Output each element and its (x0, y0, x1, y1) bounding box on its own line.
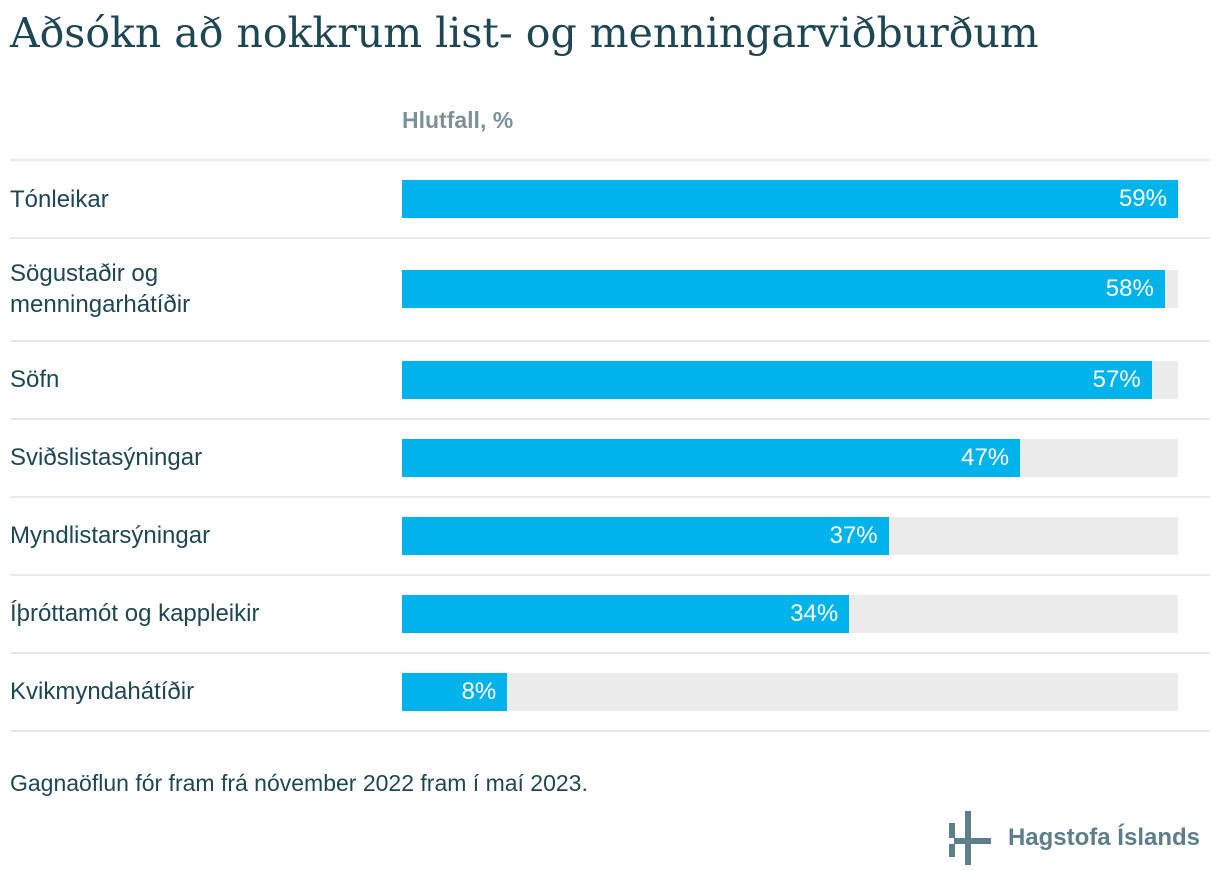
chart-row: Sviðslistasýningar 47% (10, 417, 1210, 496)
chart-row: Íþróttamót og kappleikir 34% (10, 573, 1210, 652)
chart-title: Aðsókn að nokkrum list- og menningarviðb… (10, 9, 1039, 57)
bar-value-label: 37% (829, 521, 878, 549)
bar-track: 47% (402, 438, 1178, 477)
chart-row: Söfn 57% (10, 339, 1210, 418)
bar-track: 8% (402, 672, 1178, 711)
bar[interactable]: 37% (402, 516, 889, 555)
bar-track: 34% (402, 594, 1178, 633)
category-label: Kvikmyndahátíðir (10, 677, 195, 705)
bar-value-label: 58% (1105, 275, 1154, 303)
logo: Hagstofa Íslands (10, 810, 1200, 865)
category-label: Sögustaðir og menningarhátíðir (10, 260, 191, 319)
hagstofa-logo-icon (948, 810, 991, 865)
chart-row: Myndlistarsýningar 37% (10, 495, 1210, 574)
bar[interactable]: 59% (402, 180, 1178, 219)
chart-row: Tónleikar 59% (10, 159, 1210, 237)
page: Aðsókn að nokkrum list- og menningarviðb… (10, 9, 1210, 865)
bar-value-label: 8% (461, 677, 497, 705)
bar-value-label: 57% (1092, 365, 1141, 393)
bar-value-label: 34% (790, 599, 839, 627)
category-label: Söfn (10, 365, 60, 393)
chart-row: Sögustaðir og menningarhátíðir 58% (10, 237, 1210, 339)
bar[interactable]: 57% (402, 360, 1152, 399)
category-label: Myndlistarsýningar (10, 521, 211, 549)
footnote: Gagnaöflun fór fram frá nóvember 2022 fr… (10, 769, 588, 796)
bar-track: 37% (402, 516, 1178, 555)
bar[interactable]: 8% (402, 672, 508, 711)
bar[interactable]: 34% (402, 594, 850, 633)
chart-rows: Tónleikar 59% Sögustaðir og menningarhát… (10, 159, 1210, 732)
bar-value-label: 47% (961, 443, 1010, 471)
category-label: Sviðslistasýningar (10, 443, 203, 471)
chart-row: Kvikmyndahátíðir 8% (10, 651, 1210, 730)
bar[interactable]: 58% (402, 270, 1165, 309)
logo-text: Hagstofa Íslands (1007, 823, 1200, 851)
bar-track: 57% (402, 360, 1178, 399)
category-label: Íþróttamót og kappleikir (10, 599, 260, 627)
bar-value-label: 59% (1118, 185, 1167, 213)
category-label: Tónleikar (10, 185, 109, 213)
axis-title: Hlutfall, % (402, 107, 514, 134)
bar-track: 59% (402, 180, 1178, 219)
bar[interactable]: 47% (402, 438, 1021, 477)
bar-track: 58% (402, 270, 1178, 309)
